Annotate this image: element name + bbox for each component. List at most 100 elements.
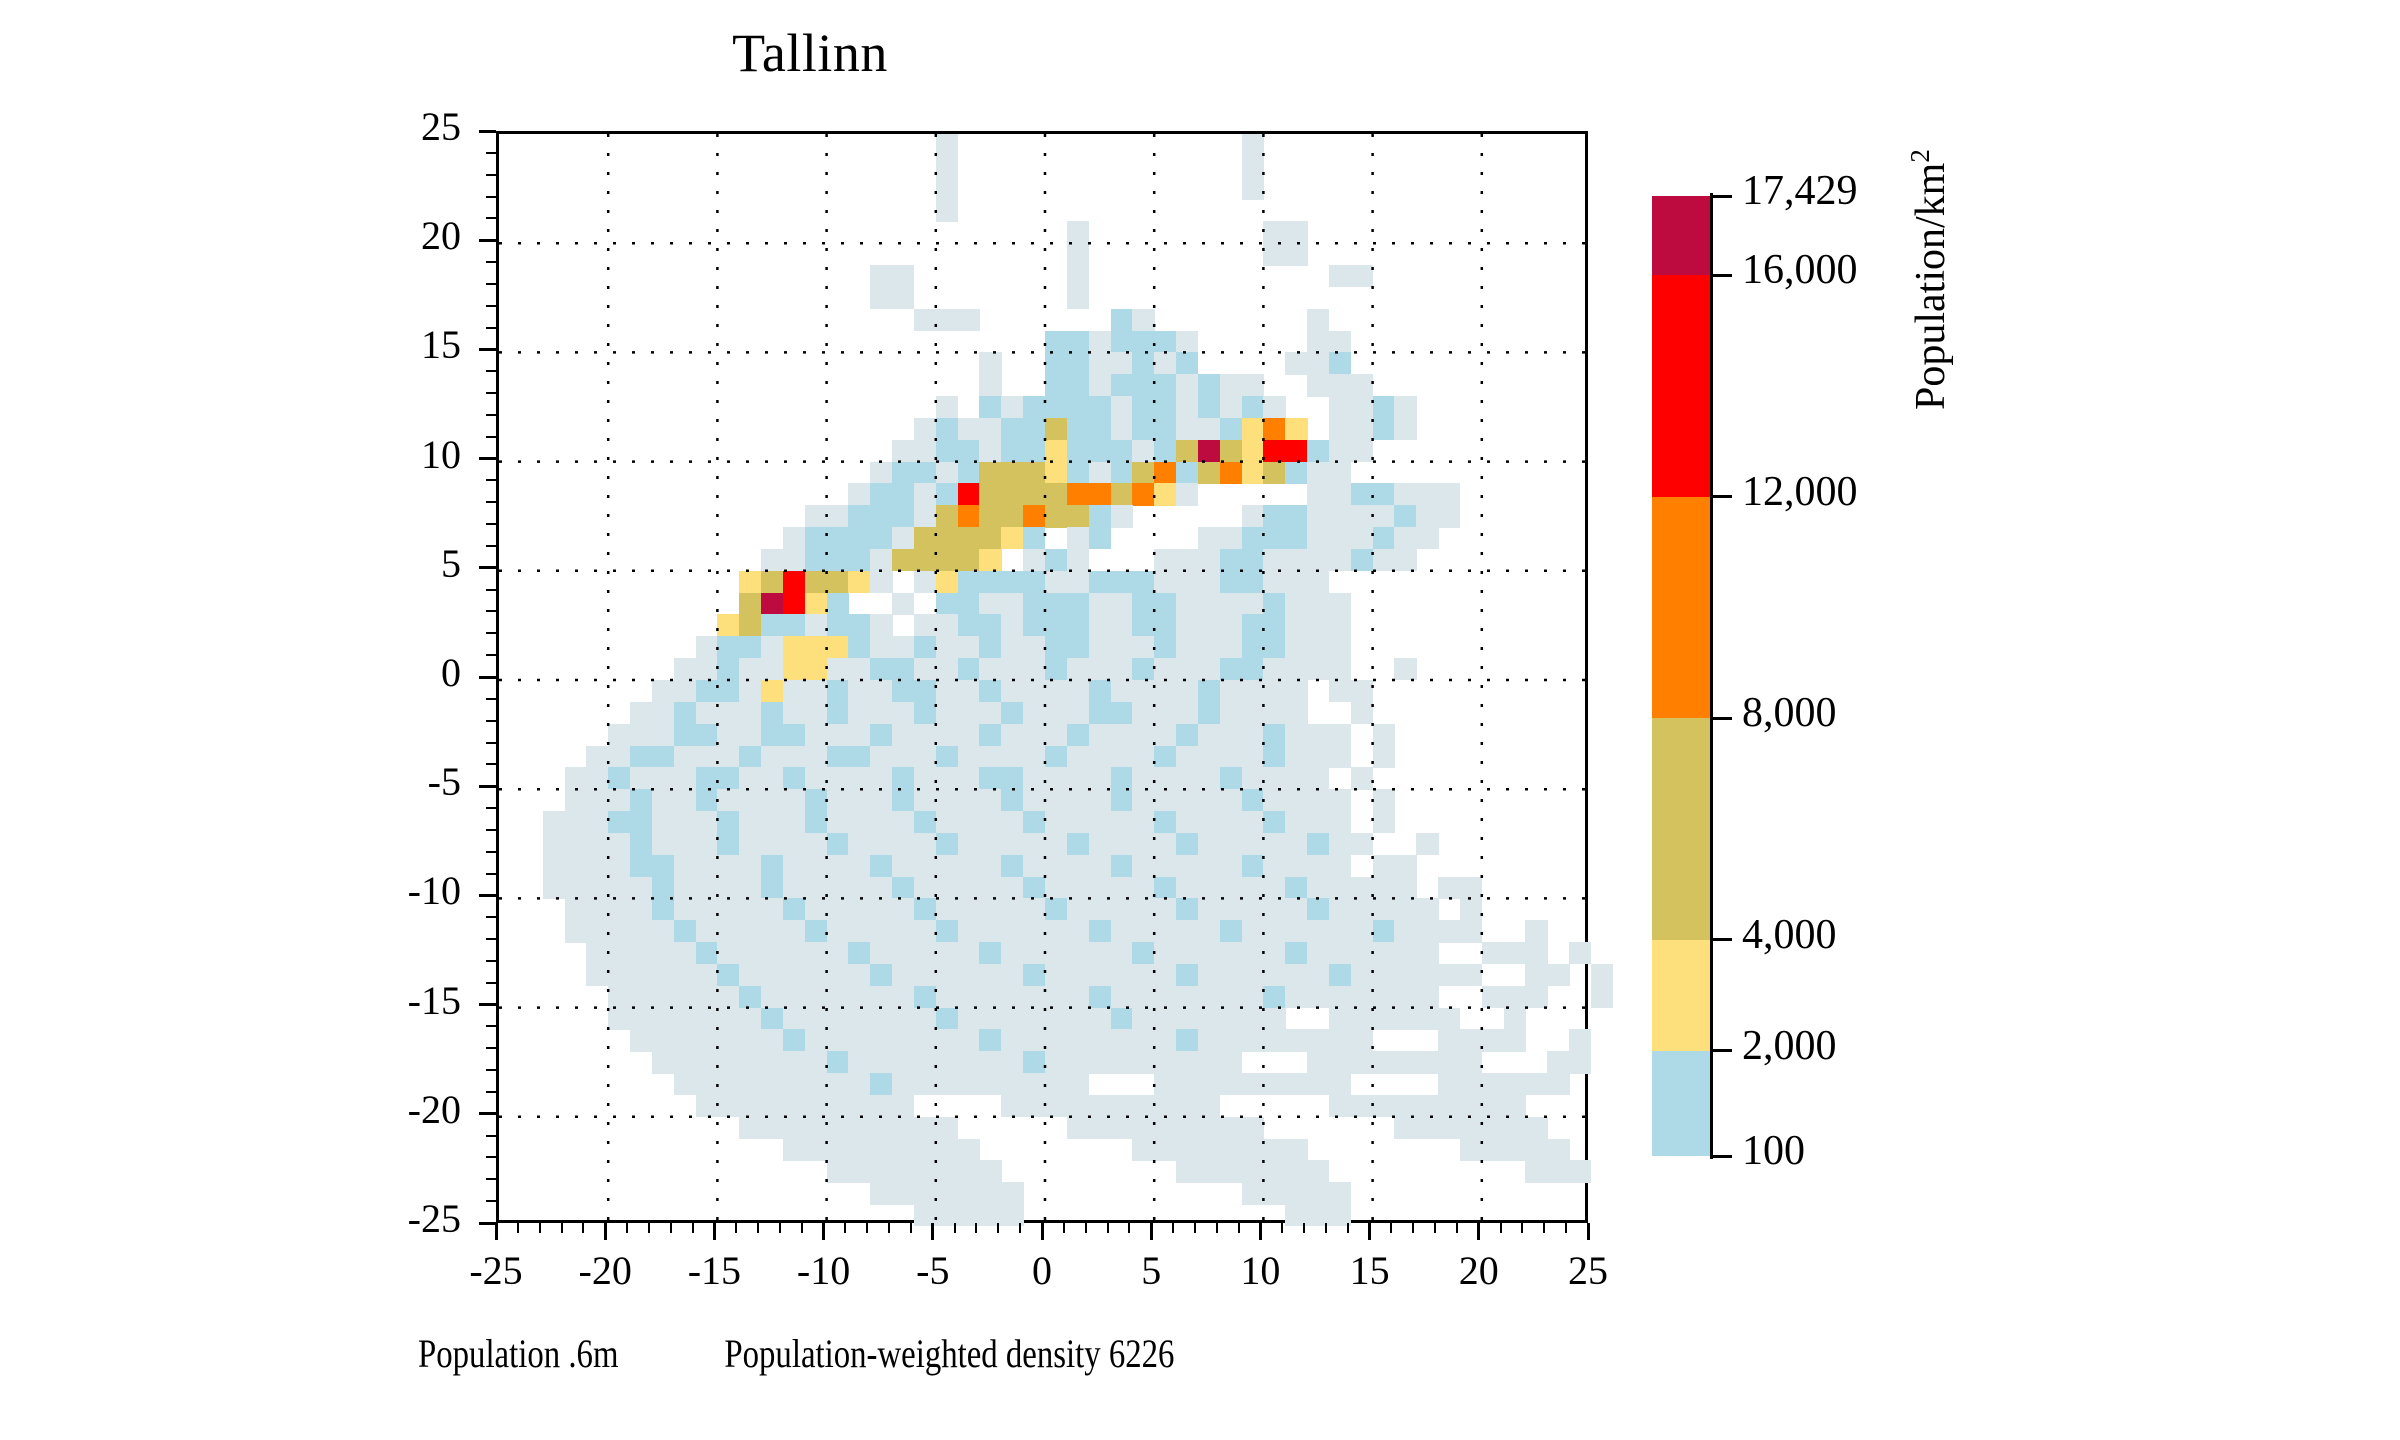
heatmap-cell <box>848 505 915 528</box>
heatmap-cell <box>1372 920 1395 943</box>
heatmap-cell <box>1219 680 1308 703</box>
heatmap-cell <box>1001 614 1024 637</box>
heatmap-cell <box>870 963 893 987</box>
heatmap-cell <box>1001 854 1024 878</box>
heatmap-cell <box>1132 854 1243 878</box>
x-tick <box>778 1223 781 1233</box>
heatmap-cell <box>935 570 959 594</box>
heatmap-cell <box>1110 789 1133 812</box>
heatmap-cell <box>1176 898 1199 921</box>
heatmap-cell <box>564 898 653 921</box>
heatmap-cell <box>1088 461 1111 484</box>
y-tick-label: -10 <box>407 868 461 914</box>
y-tick <box>486 479 496 482</box>
heatmap-cell <box>1438 1073 1570 1096</box>
heatmap-cell <box>1591 963 1614 987</box>
colorbar-tick-label: 17,429 <box>1742 168 1858 214</box>
heatmap-cell <box>1219 396 1243 419</box>
heatmap-cell <box>892 963 1024 987</box>
heatmap-cell <box>761 570 784 594</box>
heatmap-cell <box>870 265 915 288</box>
heatmap-cell <box>1263 570 1330 594</box>
y-tick <box>486 850 496 853</box>
colorbar-tick-label: 16,000 <box>1742 247 1858 294</box>
heatmap-cell <box>1176 636 1243 659</box>
heatmap-cell <box>1001 1029 1177 1052</box>
y-tick <box>486 763 496 766</box>
heatmap-cell <box>1263 592 1286 615</box>
heatmap-cell <box>1176 461 1199 484</box>
heatmap-cell <box>1241 177 1264 200</box>
x-tick <box>1390 1223 1393 1233</box>
heatmap-cell <box>870 461 893 484</box>
heatmap-cell <box>1459 898 1483 921</box>
heatmap-cell <box>782 1007 937 1030</box>
heatmap-cell <box>630 832 653 856</box>
heatmap-cell <box>717 723 762 746</box>
heatmap-cell <box>957 614 1002 637</box>
colorbar-band <box>1652 196 1710 276</box>
y-tick <box>486 719 496 722</box>
heatmap-cell <box>761 636 784 659</box>
heatmap-cell <box>1110 374 1177 397</box>
heatmap-cell <box>1066 286 1090 310</box>
heatmap-cell <box>979 592 1024 615</box>
x-tick <box>1172 1223 1175 1233</box>
heatmap-cell <box>1328 898 1439 921</box>
heatmap-cell <box>870 636 915 659</box>
heatmap-cell <box>1219 548 1264 572</box>
x-tick <box>494 1223 498 1240</box>
heatmap-cell <box>1197 1029 1374 1052</box>
heatmap-cell <box>1110 985 1264 1009</box>
heatmap-cell <box>608 1007 762 1030</box>
heatmap-cell <box>1066 439 1133 463</box>
heatmap-cell <box>1438 876 1483 899</box>
heatmap-cell <box>1219 461 1243 484</box>
heatmap-cell <box>1066 723 1090 746</box>
heatmap-cell <box>1154 1073 1352 1096</box>
heatmap-cell <box>935 134 959 157</box>
heatmap-cell <box>542 832 631 856</box>
heatmap-cell <box>1263 461 1286 484</box>
x-tick <box>538 1223 541 1233</box>
heatmap-cell <box>935 680 980 703</box>
heatmap-cell <box>782 767 806 790</box>
heatmap-cell <box>1394 1116 1548 1140</box>
colorbar-tick <box>1710 273 1732 277</box>
heatmap-cell <box>1132 942 1155 965</box>
heatmap-cell <box>892 527 915 550</box>
heatmap-cell <box>804 548 871 572</box>
heatmap-cell <box>630 745 675 768</box>
heatmap-cell <box>717 942 849 965</box>
heatmap-cell <box>826 592 849 615</box>
y-tick-label: 10 <box>421 431 461 477</box>
heatmap-cell <box>1132 614 1177 637</box>
heatmap-cell <box>870 570 893 594</box>
heatmap-cell <box>782 854 871 878</box>
heatmap-cell <box>695 767 740 790</box>
heatmap-cell <box>848 701 915 725</box>
heatmap-cell <box>1132 417 1177 441</box>
heatmap-cell <box>1132 789 1243 812</box>
heatmap-cell <box>826 745 871 768</box>
heatmap-cell <box>1132 701 1199 725</box>
heatmap-cell <box>848 832 937 856</box>
y-tick <box>486 588 496 591</box>
heatmap-cell <box>1525 963 1570 987</box>
heatmap-cell <box>1132 483 1155 506</box>
heatmap-cell <box>892 876 915 899</box>
heatmap-cell <box>1001 439 1046 463</box>
heatmap-cell <box>1241 155 1264 179</box>
heatmap-cell <box>761 723 806 746</box>
heatmap-cell <box>1328 396 1374 419</box>
x-tick <box>757 1223 760 1233</box>
heatmap-cell <box>542 876 653 899</box>
heatmap-cell <box>1263 548 1352 572</box>
x-tick <box>1346 1223 1349 1233</box>
heatmap-cell <box>1066 832 1090 856</box>
heatmap-cell <box>804 811 828 834</box>
heatmap-cell <box>739 614 762 637</box>
heatmap-cell <box>564 767 609 790</box>
heatmap-cell <box>935 898 1046 921</box>
y-tick <box>486 741 496 744</box>
